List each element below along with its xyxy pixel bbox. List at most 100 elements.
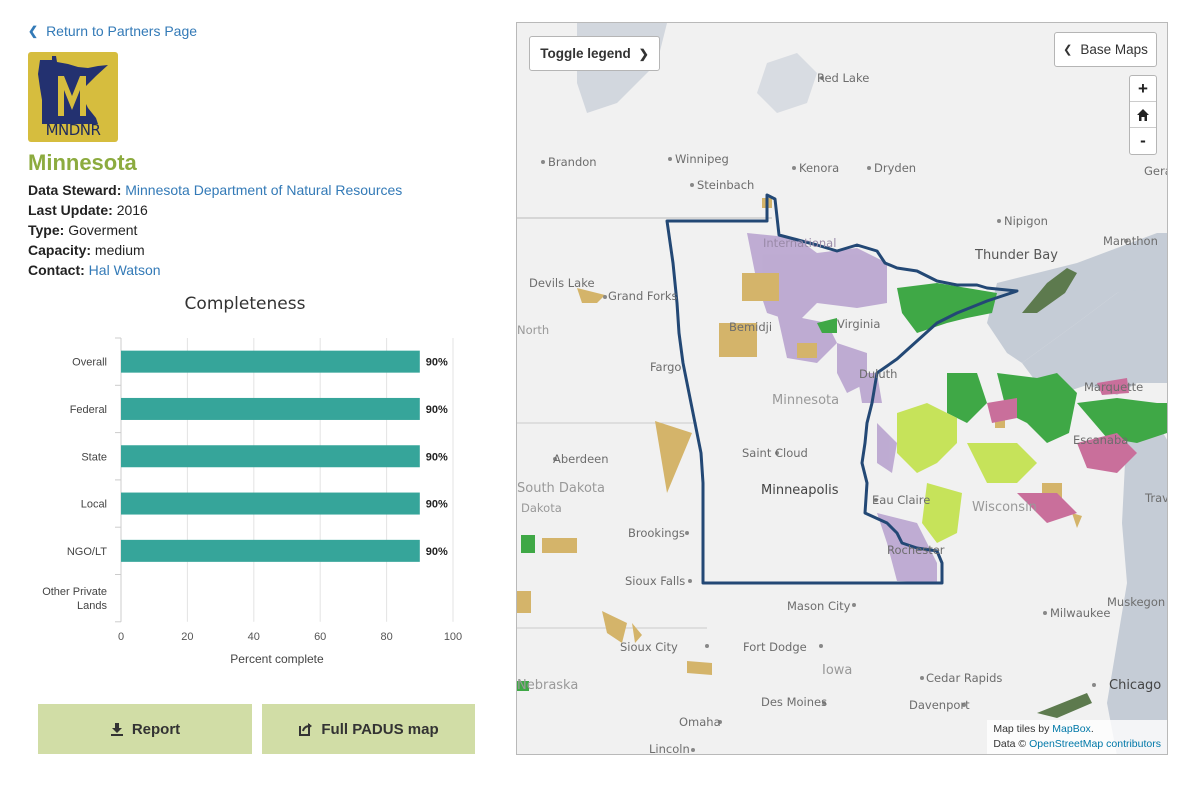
category-label: Other Private [42, 586, 107, 598]
x-tick-label: 80 [380, 631, 392, 643]
lake-superior-west [987, 233, 1167, 363]
toggle-legend-button[interactable]: Toggle legend ❯ [529, 36, 660, 71]
completeness-chart-svg: 0 20 40 60 80 100 Overall 90% Federal 90% State 90%… [42, 337, 462, 666]
category-label: Local [81, 499, 107, 511]
state-title: Minnesota [28, 150, 137, 175]
data-label: 90% [426, 546, 448, 558]
map-label-nipigon: Nipigon [1004, 214, 1048, 228]
base-maps-button[interactable]: ❮ Base Maps [1054, 32, 1157, 67]
type-label: Type: [28, 222, 65, 238]
map-label-geral: Geral [1144, 164, 1167, 178]
map-label-saint-cloud: Saint Cloud [742, 446, 808, 460]
data-label: 90% [426, 357, 448, 369]
map-label-winnipeg: Winnipeg [675, 152, 729, 166]
attribution-tiles-suffix: . [1090, 723, 1094, 735]
chart-title: Completeness [184, 294, 306, 314]
map-canvas[interactable] [517, 23, 1168, 755]
map-label-dryden: Dryden [874, 161, 917, 175]
map-label-sioux-falls: Sioux Falls [625, 574, 686, 588]
map-label-dakota: Dakota [521, 501, 562, 515]
chevron-left-icon: ❮ [28, 24, 39, 38]
base-maps-label: Base Maps [1080, 42, 1148, 57]
x-tick-label: 60 [314, 631, 326, 643]
map-label-iowa: Iowa [822, 663, 853, 678]
return-to-partners-link[interactable]: ❮ Return to Partners Page [28, 23, 197, 39]
home-icon [1137, 108, 1149, 121]
x-tick-label: 100 [444, 631, 462, 643]
map-label-north: North [517, 323, 550, 337]
map-label-international: International [763, 236, 837, 250]
lake-michigan [1107, 423, 1167, 754]
map-label-mason-city: Mason City [787, 599, 851, 613]
state-info: Data Steward: Minnesota Department of Na… [28, 180, 402, 280]
map-label-cedar-rapids: Cedar Rapids [926, 671, 1003, 685]
attribution-data-row: Data © OpenStreetMap contributors [993, 737, 1161, 752]
map-label-grand-forks: Grand Forks [608, 289, 678, 303]
contact-label: Contact: [28, 262, 85, 278]
zoom-out-button[interactable]: - [1140, 131, 1146, 150]
x-tick-label: 40 [248, 631, 260, 643]
lake-of-the-woods [757, 53, 817, 113]
category-label: State [81, 451, 107, 463]
bar-overall [121, 350, 420, 373]
magenta-areas [987, 378, 1137, 523]
map-label-aberdeen: Aberdeen [553, 452, 609, 466]
logo-text: MNDNR [45, 121, 101, 139]
type-value: Goverment [68, 222, 138, 238]
chevron-left-icon: ❮ [1063, 44, 1073, 56]
last-update-label: Last Update: [28, 202, 113, 218]
osm-link[interactable]: OpenStreetMap contributors [1029, 738, 1161, 750]
map-label-milwaukee: Milwaukee [1050, 606, 1111, 620]
x-axis-label: Percent complete [230, 652, 324, 666]
map-label-fort-dodge: Fort Dodge [743, 640, 807, 654]
attribution-tiles-row: Map tiles by MapBox. [993, 722, 1161, 737]
category-label: Federal [70, 404, 107, 416]
map-attribution: Map tiles by MapBox. Data © OpenStreetMa… [987, 720, 1167, 754]
last-update-value: 2016 [116, 202, 148, 218]
bar-federal [121, 397, 420, 420]
bar-state [121, 445, 420, 468]
lake-superior [1022, 283, 1167, 395]
map-label-sioux-city: Sioux City [620, 640, 678, 654]
map-label-red-lake: Red Lake [817, 71, 870, 85]
lime-areas [897, 403, 1037, 543]
toggle-legend-label: Toggle legend [540, 46, 631, 61]
green-areas [517, 283, 1167, 691]
map-view[interactable]: Red Lake Brandon Winnipeg Kenora Dryden … [516, 22, 1168, 755]
map-label-nebraska: Nebraska [517, 678, 579, 693]
contact-row: Contact: Hal Watson [28, 260, 402, 280]
map-label-rochester: Rochester [887, 543, 945, 557]
map-label-steinbach: Steinbach [697, 178, 755, 192]
contact-link[interactable]: Hal Watson [88, 262, 161, 278]
map-label-thunder-bay: Thunder Bay [975, 248, 1058, 263]
full-padus-map-button[interactable]: Full PADUS map [262, 704, 475, 754]
data-label: 90% [426, 451, 448, 463]
map-label-davenport: Davenport [909, 698, 970, 712]
olive-areas [1022, 268, 1092, 718]
type-row: Type: Goverment [28, 220, 402, 240]
home-button[interactable] [1130, 102, 1156, 128]
map-label-lincoln: Lincoln [649, 742, 690, 755]
map-label-minnesota: Minnesota [772, 393, 840, 408]
map-label-trav: Trav [1145, 491, 1168, 505]
download-icon [110, 723, 123, 736]
zoom-control: + - [1129, 75, 1157, 155]
minnesota-state-icon [38, 56, 108, 124]
zoom-in-button[interactable]: + [1130, 76, 1156, 102]
map-label-virginia: Virginia [837, 317, 881, 331]
data-steward-link[interactable]: Minnesota Department of Natural Resource… [125, 182, 403, 198]
data-label: 90% [426, 499, 448, 511]
map-label-marathon: Marathon [1103, 234, 1158, 248]
map-label-south-dakota: South Dakota [517, 481, 605, 496]
mapbox-link[interactable]: MapBox [1052, 723, 1091, 735]
share-icon [299, 722, 313, 736]
map-label-kenora: Kenora [799, 161, 840, 175]
data-label: 90% [426, 404, 448, 416]
capacity-label: Capacity: [28, 242, 92, 258]
completeness-chart: Completeness 0 20 40 60 80 100 Overall 90% Feder… [20, 290, 470, 680]
x-tick-label: 20 [181, 631, 193, 643]
report-button[interactable]: Report [38, 704, 252, 754]
map-label-omaha: Omaha [679, 715, 721, 729]
map-label-duluth: Duluth [859, 367, 898, 381]
capacity-value: medium [94, 242, 145, 258]
